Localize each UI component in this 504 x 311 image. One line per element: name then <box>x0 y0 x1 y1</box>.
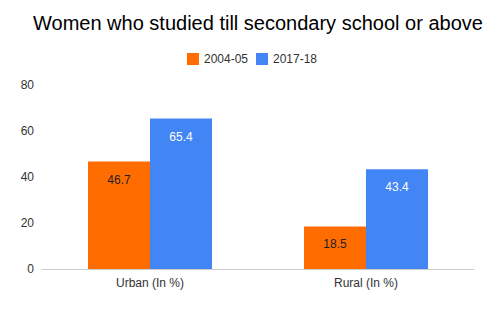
svg-text:65.4: 65.4 <box>169 130 193 144</box>
svg-text:40: 40 <box>21 170 35 184</box>
svg-text:18.5: 18.5 <box>323 237 347 251</box>
svg-text:20: 20 <box>21 216 35 230</box>
svg-text:Rural (In %): Rural (In %) <box>334 276 398 290</box>
svg-text:Women who studied till seconda: Women who studied till secondary school … <box>33 12 483 34</box>
svg-text:60: 60 <box>21 124 35 138</box>
svg-text:Urban (In %): Urban (In %) <box>116 276 184 290</box>
svg-text:2017-18: 2017-18 <box>273 52 317 66</box>
svg-text:46.7: 46.7 <box>107 173 131 187</box>
svg-text:80: 80 <box>21 78 35 92</box>
svg-text:2004-05: 2004-05 <box>204 52 248 66</box>
svg-text:43.4: 43.4 <box>385 180 409 194</box>
svg-text:0: 0 <box>27 262 34 276</box>
